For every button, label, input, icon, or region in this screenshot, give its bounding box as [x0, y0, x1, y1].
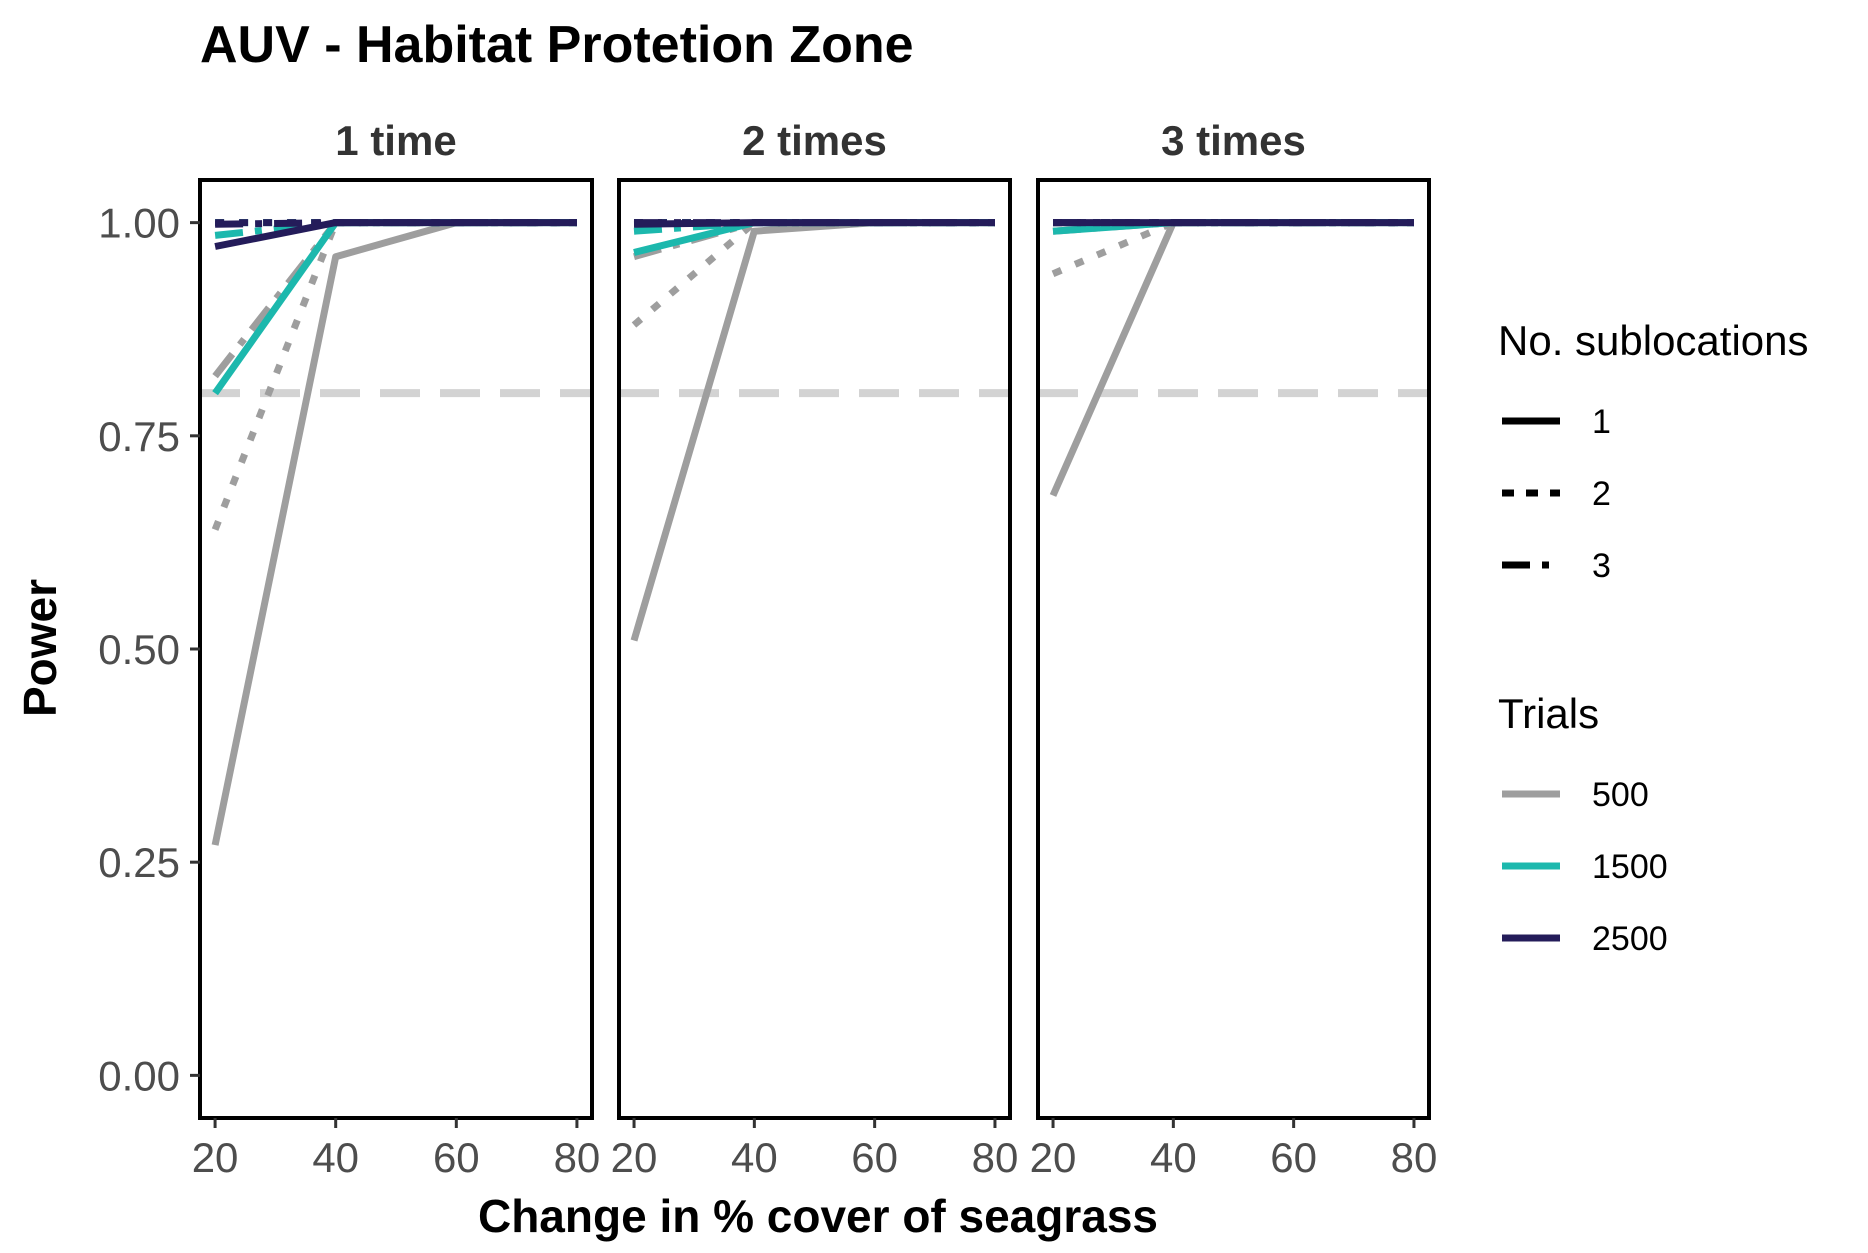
facet-label: 3 times: [1161, 117, 1306, 164]
series-line: [212, 219, 577, 379]
legend-label-trials: 500: [1592, 776, 1649, 814]
legend-label-sublocations: 1: [1592, 403, 1611, 441]
facet-panel: 2 times 20 40 60 80: [611, 117, 1019, 1181]
facet-panels: 1 time 20 40 60 80 2 times 20 40 60 80 3 times 20 40…: [98, 117, 1437, 1181]
legend-label-sublocations: 3: [1592, 547, 1611, 585]
facet-panel: 1 time 20 40 60 80: [192, 117, 601, 1181]
y-axis-title: Power: [14, 579, 66, 717]
x-tick-label: 60: [851, 1134, 898, 1181]
legend-title-trials: Trials: [1498, 690, 1599, 737]
x-tick-label: 80: [554, 1134, 601, 1181]
panel-border: [617, 178, 1012, 1120]
y-tick-label: 0.25: [98, 839, 180, 886]
y-tick-label: 1.00: [98, 200, 180, 247]
series-line: [212, 219, 577, 396]
x-tick-label: 80: [972, 1134, 1019, 1181]
legend: No. sublocations 1 2 3 Trials 500 1500 2500: [1498, 317, 1809, 958]
y-tick-label: 0.00: [98, 1052, 180, 1099]
chart-title: AUV - Habitat Protetion Zone: [200, 16, 914, 74]
y-tick-label: 0.75: [98, 413, 180, 460]
x-tick-label: 20: [1030, 1134, 1077, 1181]
series-line: [1049, 219, 1414, 497]
x-tick-label: 20: [611, 1134, 658, 1181]
legend-label-sublocations: 2: [1592, 475, 1611, 513]
x-tick-label: 40: [1150, 1134, 1197, 1181]
y-tick-label: 0.50: [98, 626, 180, 673]
x-tick-label: 40: [731, 1134, 778, 1181]
legend-label-trials: 1500: [1592, 848, 1668, 886]
facet-panel: 3 times 20 40 60 80: [1030, 117, 1438, 1181]
series-line: [211, 219, 577, 531]
x-tick-label: 60: [1270, 1134, 1317, 1181]
x-tick-label: 60: [433, 1134, 480, 1181]
x-tick-label: 80: [1391, 1134, 1438, 1181]
facet-label: 1 time: [335, 117, 456, 164]
series-line: [630, 219, 995, 642]
series-line: [215, 219, 577, 228]
x-axis-title: Change in % cover of seagrass: [478, 1190, 1158, 1242]
legend-title-sublocations: No. sublocations: [1498, 317, 1809, 364]
x-tick-label: 40: [312, 1134, 359, 1181]
legend-label-trials: 2500: [1592, 920, 1668, 958]
panel-border: [1036, 178, 1431, 1120]
facet-label: 2 times: [742, 117, 887, 164]
x-tick-label: 20: [192, 1134, 239, 1181]
